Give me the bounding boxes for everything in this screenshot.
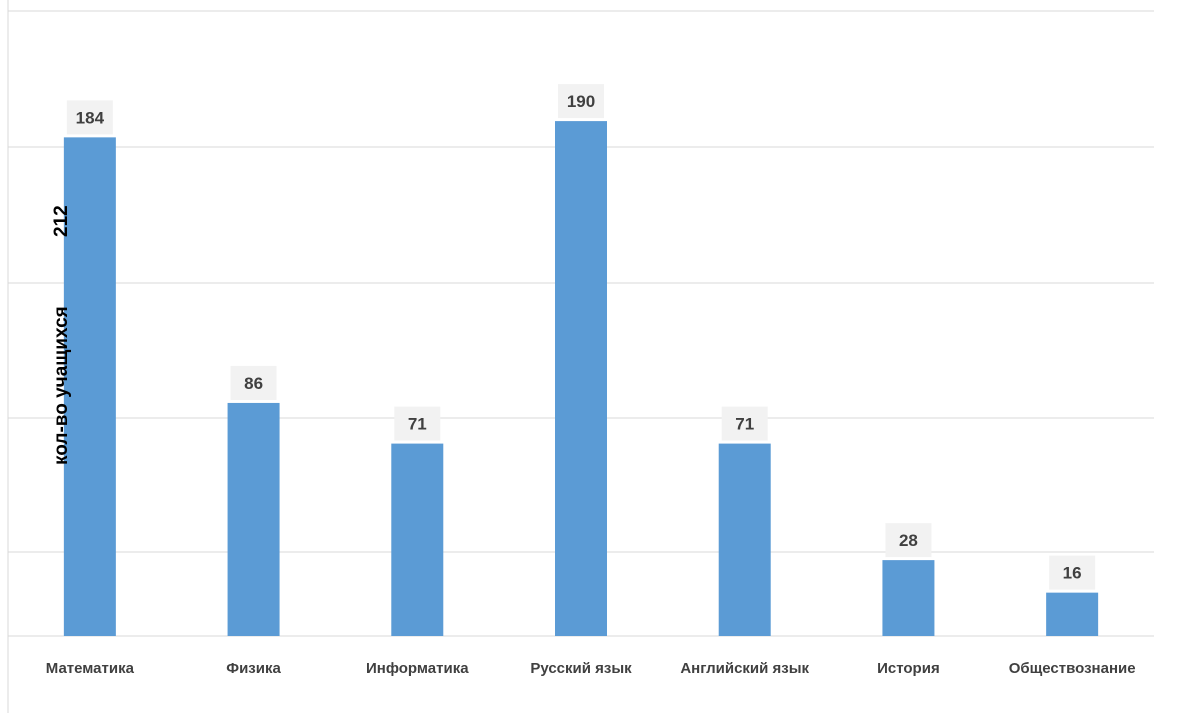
x-tick-label: Математика bbox=[46, 660, 135, 677]
data-label-background bbox=[230, 365, 277, 400]
x-tick-label: Информатика bbox=[366, 660, 469, 677]
y-axis-title-extra-value: 212 bbox=[51, 205, 72, 237]
x-tick-label: Русский язык bbox=[530, 660, 632, 677]
data-label: 71 bbox=[408, 415, 427, 434]
bar bbox=[1046, 592, 1099, 636]
data-label-background bbox=[394, 406, 441, 441]
x-tick-label: История bbox=[877, 660, 940, 677]
bar bbox=[63, 137, 116, 637]
x-tick-label: Физика bbox=[226, 660, 281, 677]
bar bbox=[227, 402, 280, 636]
data-label-background bbox=[66, 100, 113, 135]
data-label: 16 bbox=[1063, 564, 1082, 583]
bar bbox=[882, 560, 935, 636]
category-labels: Математика Физика Информатика Русский язык А… bbox=[46, 660, 1136, 677]
data-label: 28 bbox=[899, 531, 918, 550]
bar bbox=[555, 121, 607, 637]
data-label-background bbox=[558, 84, 604, 119]
bar bbox=[391, 443, 444, 636]
x-tick-label: Английский язык bbox=[680, 660, 809, 677]
data-label: 190 bbox=[567, 92, 595, 111]
x-tick-label: Обществознание bbox=[1009, 660, 1136, 677]
data-label-background bbox=[721, 406, 768, 441]
value-labels: 184 86 71 190 71 28 16 bbox=[66, 84, 1096, 590]
data-label: 71 bbox=[735, 415, 754, 434]
bars bbox=[63, 121, 1099, 637]
bar bbox=[718, 443, 771, 636]
data-label-background bbox=[1049, 555, 1096, 590]
data-label: 86 bbox=[244, 374, 263, 393]
data-label: 184 bbox=[76, 108, 105, 127]
data-label-background bbox=[885, 523, 932, 558]
y-axis-title: кол-во учащихся bbox=[51, 306, 72, 465]
